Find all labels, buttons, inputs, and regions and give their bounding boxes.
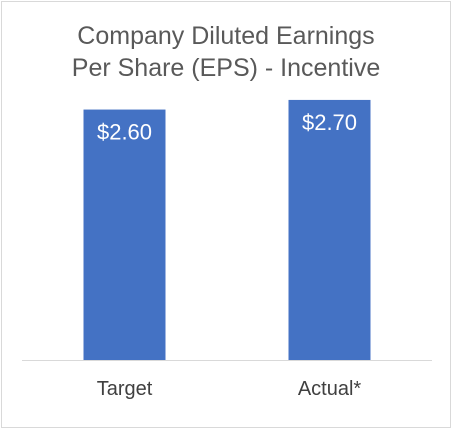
bar-value-label-1: $2.60	[97, 120, 152, 145]
bar-value-label-2: $2.70	[302, 110, 357, 135]
bar-1	[83, 109, 166, 360]
bar-2	[288, 99, 371, 361]
x-tick-label-2: Actual*	[298, 378, 362, 400]
x-tick-label-1: Target	[97, 378, 153, 400]
chart-title-line-1: Company Diluted Earnings	[77, 22, 375, 50]
chart-title: Company Diluted Earnings Per Share (EPS)…	[0, 20, 452, 84]
chart-title-line-2: Per Share (EPS) - Incentive	[71, 54, 381, 82]
